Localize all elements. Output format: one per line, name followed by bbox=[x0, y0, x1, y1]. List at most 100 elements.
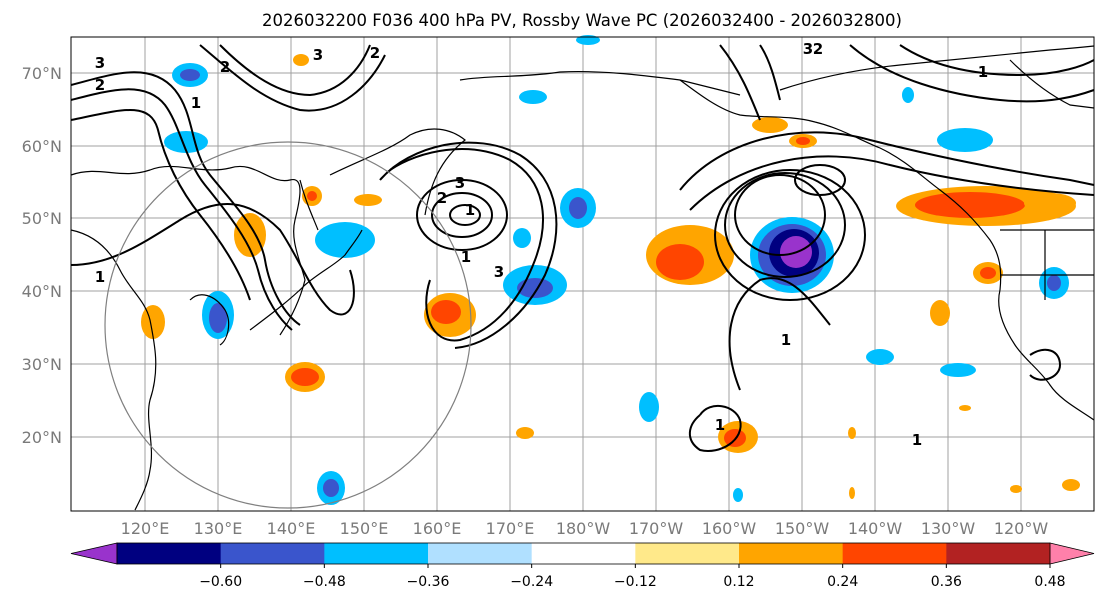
lat-label: 70°N bbox=[22, 64, 62, 83]
pv-contour-line bbox=[199, 44, 386, 112]
pv-contour-line bbox=[219, 44, 371, 97]
lat-label: 50°N bbox=[22, 209, 62, 228]
colorbar-segment bbox=[842, 543, 947, 564]
pv-positive-patch bbox=[915, 192, 1025, 218]
lon-label: 160°E bbox=[413, 519, 462, 538]
pv-contour-line bbox=[724, 172, 846, 278]
colorbar-segment bbox=[220, 543, 325, 564]
contour-label: 3 bbox=[313, 46, 323, 64]
pv-contour-line bbox=[688, 405, 742, 452]
coastline-korea bbox=[189, 294, 230, 346]
coastline-chukotka bbox=[459, 70, 741, 96]
pv-contour-line bbox=[379, 141, 558, 349]
figure-title: 2026032200 F036 400 hPa PV, Rossby Wave … bbox=[262, 11, 902, 30]
pv-negative-patch bbox=[180, 69, 200, 81]
pv-negative-patch bbox=[519, 90, 547, 104]
pv-positive-patch bbox=[141, 305, 165, 339]
pv-positive-patch bbox=[307, 191, 317, 201]
pv-positive-patch bbox=[724, 429, 746, 447]
pv-positive-patch bbox=[959, 405, 971, 411]
coastline-china bbox=[70, 229, 157, 511]
pv-contour-line bbox=[70, 71, 301, 326]
contour-label: 1 bbox=[978, 63, 988, 81]
coastline-arctic bbox=[779, 45, 1095, 91]
pv-contour-line bbox=[734, 174, 826, 256]
colorbar-tick-label: −0.36 bbox=[407, 574, 450, 590]
contour-label: 1 bbox=[95, 268, 105, 286]
pv-negative-patch bbox=[1047, 275, 1061, 291]
contour-label: 1 bbox=[191, 94, 201, 112]
colorbar-extend-min bbox=[70, 542, 118, 565]
coastline-kamchatka bbox=[329, 128, 466, 216]
contour-label: 1 bbox=[781, 331, 791, 349]
lat-label: 30°N bbox=[22, 355, 62, 374]
contour-label: 3 bbox=[803, 40, 813, 58]
coastline-sakhalin bbox=[299, 179, 319, 231]
pv-positive-patch bbox=[293, 54, 309, 66]
lon-label: 140°E bbox=[267, 519, 316, 538]
pv-positive-patch bbox=[980, 267, 996, 279]
colorbar-extend-max bbox=[1049, 542, 1095, 565]
pv-positive-patch bbox=[291, 368, 319, 386]
radius-circle bbox=[104, 141, 472, 509]
pv-positive-patch bbox=[752, 117, 788, 133]
pv-positive-patch bbox=[354, 194, 382, 206]
lat-label: 40°N bbox=[22, 282, 62, 301]
colorbar-segment bbox=[635, 543, 740, 564]
colorbar-segment bbox=[117, 543, 222, 564]
pv-positive-patch bbox=[516, 427, 534, 439]
coastline-japan bbox=[249, 229, 363, 331]
pv-negative-patch bbox=[315, 222, 375, 258]
lon-label: 150°W bbox=[775, 519, 830, 538]
pv-contour-line bbox=[416, 179, 508, 251]
pv-contour-line bbox=[899, 44, 1095, 77]
pv-negative-patch bbox=[866, 349, 894, 365]
pv-positive-patch bbox=[1024, 193, 1076, 213]
pv-contour-line bbox=[449, 204, 481, 226]
contour-label: 1 bbox=[912, 431, 922, 449]
contour-label: 2 bbox=[437, 189, 447, 207]
pv-shading bbox=[141, 35, 1080, 505]
pv-contour-line bbox=[689, 155, 1095, 211]
colorbar-segment bbox=[428, 543, 533, 564]
pv-negative-patch bbox=[517, 278, 553, 298]
colorbar-tick-label: 0.36 bbox=[931, 574, 962, 590]
colorbar-segment bbox=[324, 543, 429, 564]
lon-label: 130°E bbox=[194, 519, 243, 538]
pv-positive-patch bbox=[431, 300, 461, 324]
coastline-north-america bbox=[998, 289, 1095, 421]
contour-label: 2 bbox=[220, 58, 230, 76]
pv-contour-line bbox=[1029, 348, 1062, 381]
pv-negative-patch bbox=[569, 197, 587, 219]
pv-contour-line bbox=[719, 44, 781, 121]
pv-positive-patch bbox=[849, 487, 855, 499]
coastline-canada bbox=[1009, 59, 1095, 109]
pv-positive-patch bbox=[656, 244, 704, 280]
colorbar-tick-label: 0.12 bbox=[723, 574, 754, 590]
colorbar-outline bbox=[116, 542, 1051, 565]
pv-negative-patch bbox=[902, 87, 914, 103]
map-frame bbox=[70, 36, 1095, 512]
pv-contour-line bbox=[70, 88, 293, 331]
coastlines bbox=[70, 45, 1095, 511]
pv-contour-line bbox=[728, 277, 831, 391]
pv-positive-patch bbox=[930, 300, 950, 326]
colorbar-segments bbox=[70, 542, 1095, 565]
lon-label: 120°E bbox=[121, 519, 170, 538]
pv-contour-line bbox=[389, 148, 544, 342]
pv-negative-patch bbox=[940, 363, 976, 377]
lon-label: 150°E bbox=[340, 519, 389, 538]
contour-label: 2 bbox=[813, 40, 823, 58]
pv-positive-patch bbox=[1010, 485, 1022, 493]
pv-negative-patch bbox=[937, 128, 993, 152]
lat-label: 20°N bbox=[22, 428, 62, 447]
pv-contour-line bbox=[70, 203, 355, 316]
lon-label: 160°W bbox=[702, 519, 757, 538]
lon-label: 170°W bbox=[629, 519, 684, 538]
colorbar-segment bbox=[739, 543, 844, 564]
longitude-labels: 120°E 130°E 140°E 150°E 160°E 170°E 180°W 170°W… bbox=[121, 519, 1049, 538]
colorbar-tick-label: −0.12 bbox=[614, 574, 657, 590]
